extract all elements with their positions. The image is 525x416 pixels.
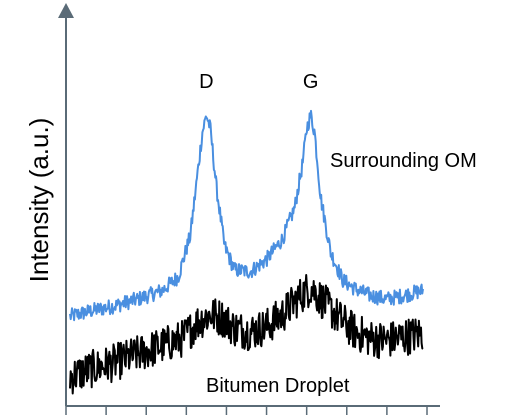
series-label-surrounding-om: Surrounding OM	[330, 150, 477, 172]
axes	[58, 3, 440, 415]
series-bitumen-droplet-line	[69, 274, 424, 395]
series-surrounding-om-line	[69, 109, 424, 322]
series-label-bitumen-droplet: Bitumen Droplet	[206, 375, 350, 397]
labels-layer: Intensity (a.u.) D G Surrounding OM Bitumen …	[24, 71, 477, 397]
peak-label-g: G	[303, 71, 319, 93]
peak-label-d: D	[199, 71, 213, 93]
y-axis-label: Intensity (a.u.)	[24, 118, 54, 283]
series-layer	[69, 109, 424, 395]
y-axis-arrow	[58, 3, 74, 18]
